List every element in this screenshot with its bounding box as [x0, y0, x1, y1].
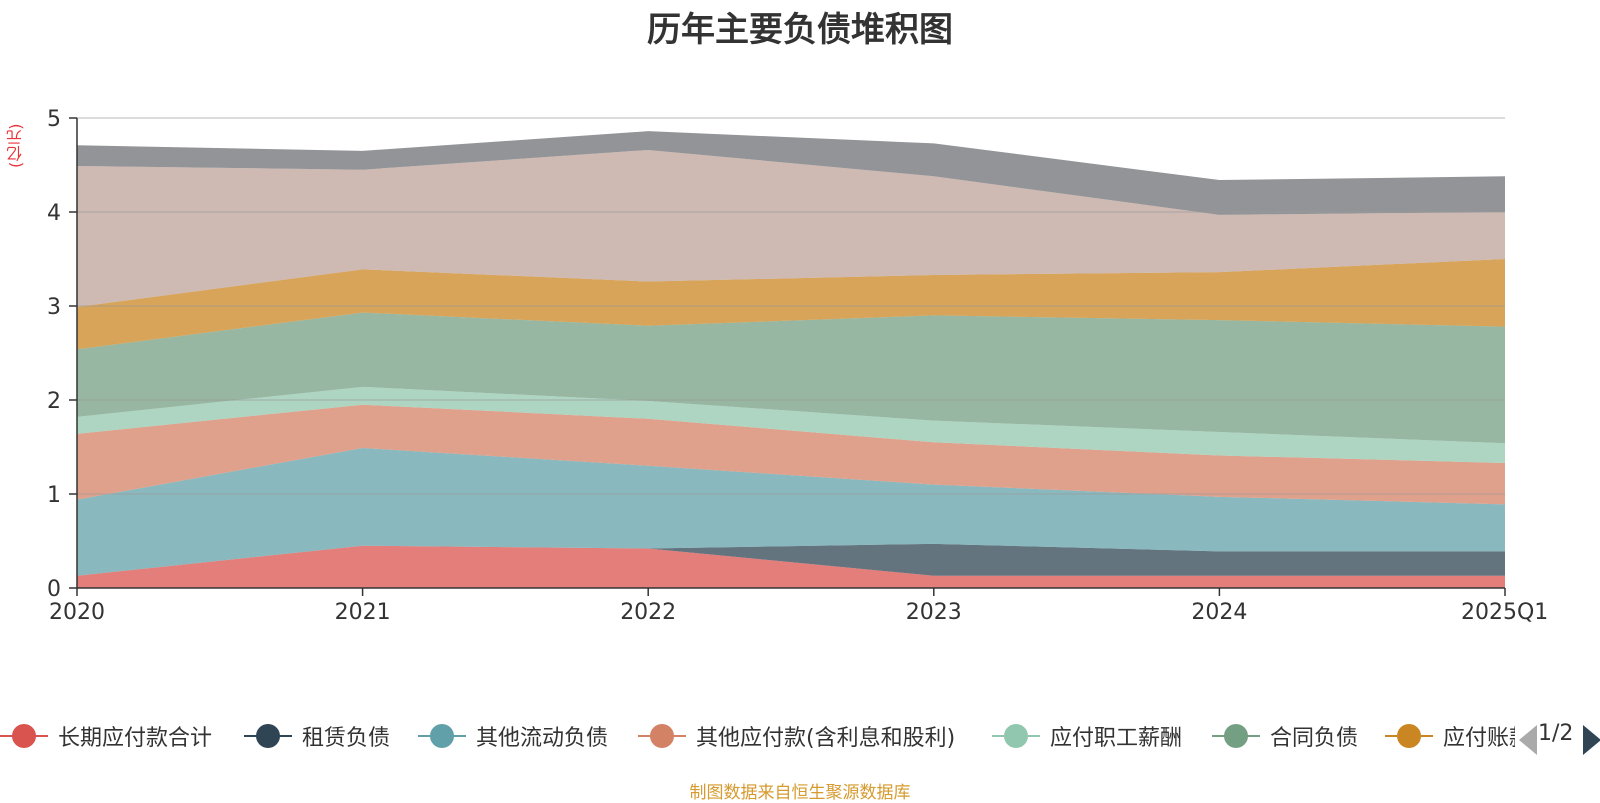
- legend-item[interactable]: 合同负债: [1212, 718, 1358, 754]
- area-series-3: [77, 404, 1505, 505]
- legend-label: 合同负债: [1270, 726, 1359, 751]
- legend-label: 长期应付款合计: [58, 726, 213, 751]
- legend-item[interactable]: 其他流动负债: [418, 718, 608, 754]
- area-series-5: [77, 312, 1505, 444]
- y-tick-label-0: 0: [47, 577, 61, 602]
- area-series-8: [77, 131, 1505, 215]
- y-tick-label-1: 1: [47, 483, 61, 508]
- chart-title: 历年主要负债堆积图: [647, 10, 953, 50]
- chevron-left-icon[interactable]: [1519, 725, 1537, 755]
- x-tick-label-1: 2021: [335, 600, 391, 625]
- legend-label: 应付账款: [1443, 726, 1515, 751]
- y-tick-label-3: 3: [47, 295, 61, 320]
- legend-label: 应付职工薪酬: [1050, 726, 1183, 751]
- legend-pager: 1/2: [1515, 718, 1600, 758]
- y-tick-label-2: 2: [47, 389, 61, 414]
- area-series-6: [77, 259, 1505, 350]
- legend-marker-icon: [244, 721, 292, 751]
- y-tick-label-5: 5: [47, 107, 61, 132]
- legend-marker-icon: [638, 721, 686, 751]
- legend-marker-icon: [1212, 721, 1260, 751]
- legend-page-indicator: 1/2: [1538, 721, 1574, 746]
- x-tick-label-3: 2023: [906, 600, 962, 625]
- legend-marker-icon: [1385, 721, 1433, 751]
- legend-item[interactable]: 长期应付款合计: [0, 718, 212, 754]
- legend-item[interactable]: 租赁负债: [244, 718, 390, 754]
- legend-label: 其他流动负债: [476, 726, 609, 751]
- area-series-1: [77, 543, 1505, 576]
- y-tick-label-4: 4: [47, 201, 61, 226]
- legend-label: 租赁负债: [302, 726, 391, 751]
- legend-label: 其他应付款(含利息和股利): [696, 726, 956, 751]
- area-series-0: [77, 545, 1505, 588]
- chevron-right-icon[interactable]: [1583, 725, 1600, 755]
- x-tick-label-2: 2022: [620, 600, 676, 625]
- legend-item[interactable]: 应付账款: [1385, 718, 1515, 754]
- source-note: 制图数据来自恒生聚源数据库: [689, 783, 911, 803]
- legend-marker-icon: [418, 721, 466, 751]
- legend: 长期应付款合计 租赁负债 其他流动负债 其他应付款(含利息和股利) 应付职工薪酬 合同负债…: [0, 718, 1515, 758]
- x-tick-label-4: 2024: [1191, 600, 1247, 625]
- x-tick-label-5: 2025Q1: [1461, 600, 1548, 625]
- legend-item[interactable]: 其他应付款(含利息和股利): [638, 718, 955, 754]
- legend-item[interactable]: 应付职工薪酬: [992, 718, 1182, 754]
- legend-marker-icon: [0, 721, 48, 751]
- area-series-2: [77, 447, 1505, 576]
- x-tick-label-0: 2020: [49, 600, 105, 625]
- legend-marker-icon: [992, 721, 1040, 751]
- area-series-7: [77, 149, 1505, 307]
- area-series-4: [77, 386, 1505, 463]
